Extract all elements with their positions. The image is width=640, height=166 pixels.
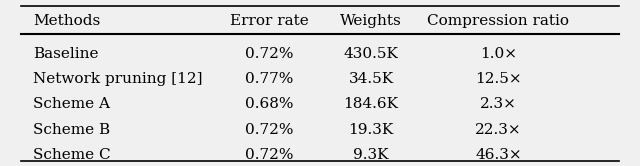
Text: Scheme B: Scheme B <box>33 123 110 136</box>
Text: 0.72%: 0.72% <box>244 47 293 61</box>
Text: 184.6K: 184.6K <box>344 97 399 111</box>
Text: 9.3K: 9.3K <box>353 148 388 162</box>
Text: Scheme C: Scheme C <box>33 148 111 162</box>
Text: 430.5K: 430.5K <box>344 47 399 61</box>
Text: Compression ratio: Compression ratio <box>428 14 570 28</box>
Text: 22.3×: 22.3× <box>475 123 522 136</box>
Text: 2.3×: 2.3× <box>480 97 517 111</box>
Text: 19.3K: 19.3K <box>348 123 394 136</box>
Text: Error rate: Error rate <box>230 14 308 28</box>
Text: 0.68%: 0.68% <box>244 97 293 111</box>
Text: 1.0×: 1.0× <box>480 47 517 61</box>
Text: 0.72%: 0.72% <box>244 123 293 136</box>
Text: 0.77%: 0.77% <box>245 72 293 86</box>
Text: Methods: Methods <box>33 14 100 28</box>
Text: Scheme A: Scheme A <box>33 97 110 111</box>
Text: 12.5×: 12.5× <box>475 72 522 86</box>
Text: Weights: Weights <box>340 14 402 28</box>
Text: 34.5K: 34.5K <box>348 72 394 86</box>
Text: 46.3×: 46.3× <box>475 148 522 162</box>
Text: 0.72%: 0.72% <box>244 148 293 162</box>
Text: Baseline: Baseline <box>33 47 99 61</box>
Text: Network pruning [12]: Network pruning [12] <box>33 72 203 86</box>
